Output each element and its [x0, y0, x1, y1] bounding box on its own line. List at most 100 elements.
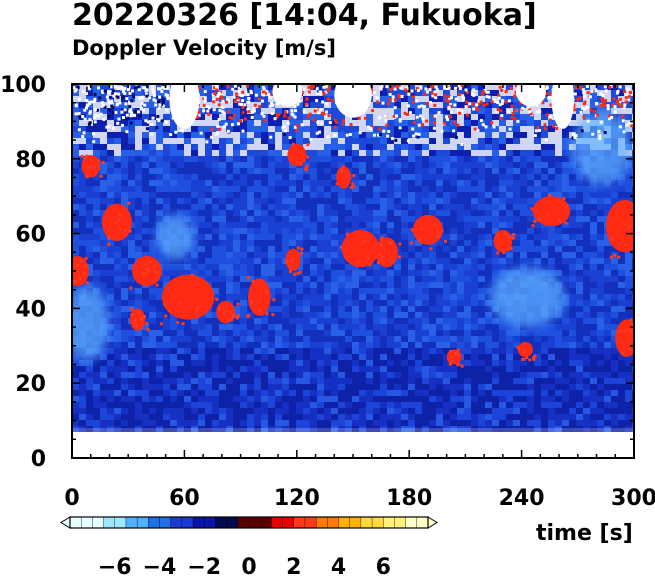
- heatmap-cell: [513, 198, 520, 204]
- heatmap-cell: [450, 234, 457, 240]
- heatmap-cell: [198, 372, 205, 378]
- heatmap-cell: [324, 162, 331, 168]
- heatmap-cell: [436, 138, 443, 144]
- heatmap-cell: [366, 300, 373, 306]
- heatmap-cell: [128, 192, 135, 198]
- heatmap-cell: [408, 276, 415, 282]
- heatmap-cell: [555, 396, 562, 402]
- heatmap-cell: [275, 300, 282, 306]
- heatmap-cell: [268, 240, 275, 246]
- heatmap-cell: [296, 312, 303, 318]
- heatmap-cell: [219, 216, 226, 222]
- heatmap-cell: [352, 378, 359, 384]
- heatmap-cell: [387, 198, 394, 204]
- heatmap-cell: [149, 306, 156, 312]
- heatmap-cell: [100, 240, 107, 246]
- heatmap-cell: [604, 372, 611, 378]
- heatmap-cell: [191, 414, 198, 420]
- heatmap-cell: [205, 396, 212, 402]
- heatmap-cell: [324, 390, 331, 396]
- heatmap-cell: [149, 360, 156, 366]
- heatmap-cell: [576, 390, 583, 396]
- heatmap-cell: [569, 372, 576, 378]
- heatmap-cell: [436, 264, 443, 270]
- heatmap-cell: [107, 192, 114, 198]
- heatmap-cell: [219, 258, 226, 264]
- heatmap-cell: [261, 108, 268, 114]
- heatmap-cell: [422, 150, 429, 156]
- heatmap-cell: [198, 120, 205, 126]
- heatmap-cell: [289, 336, 296, 342]
- heatmap-cell: [331, 162, 338, 168]
- heatmap-cell: [212, 414, 219, 420]
- heatmap-cell: [359, 204, 366, 210]
- heatmap-cell: [233, 192, 240, 198]
- heatmap-cell: [205, 168, 212, 174]
- heatmap-cell: [541, 342, 548, 348]
- heatmap-cell: [436, 348, 443, 354]
- heatmap-cell: [100, 96, 107, 102]
- heatmap-cell: [541, 252, 548, 258]
- heatmap-cell: [191, 168, 198, 174]
- heatmap-cell: [562, 300, 569, 306]
- heatmap-cell: [583, 324, 590, 330]
- heatmap-cell: [443, 204, 450, 210]
- heatmap-cell: [142, 366, 149, 372]
- heatmap-cell: [534, 156, 541, 162]
- heatmap-cell: [226, 210, 233, 216]
- heatmap-cell: [170, 192, 177, 198]
- heatmap-cell: [212, 270, 219, 276]
- noise-speck: [129, 108, 133, 112]
- heatmap-cell: [275, 324, 282, 330]
- heatmap-cell: [464, 378, 471, 384]
- heatmap-cell: [478, 108, 485, 114]
- heatmap-cell: [233, 228, 240, 234]
- heatmap-cell: [275, 144, 282, 150]
- heatmap-cell: [247, 330, 254, 336]
- heatmap-cell: [450, 132, 457, 138]
- heatmap-cell: [590, 426, 597, 432]
- heatmap-cell: [380, 342, 387, 348]
- heatmap-cell: [471, 420, 478, 426]
- heatmap-cell: [331, 342, 338, 348]
- heatmap-cell: [359, 198, 366, 204]
- heatmap-cell: [590, 360, 597, 366]
- heatmap-cell: [492, 114, 499, 120]
- heatmap-cell: [275, 378, 282, 384]
- heatmap-cell: [478, 378, 485, 384]
- heatmap-cell: [576, 204, 583, 210]
- heatmap-cell: [492, 138, 499, 144]
- heatmap-cell: [373, 174, 380, 180]
- heatmap-cell: [93, 372, 100, 378]
- heatmap-cell: [240, 384, 247, 390]
- heatmap-cell: [317, 312, 324, 318]
- heatmap-cell: [359, 414, 366, 420]
- heatmap-cell: [506, 186, 513, 192]
- heatmap-cell: [212, 120, 219, 126]
- heatmap-cell: [359, 276, 366, 282]
- heatmap-cell: [604, 324, 611, 330]
- heatmap-cell: [380, 318, 387, 324]
- heatmap-cell: [149, 312, 156, 318]
- heatmap-cell: [72, 366, 79, 372]
- heatmap-cell: [198, 198, 205, 204]
- heatmap-cell: [275, 192, 282, 198]
- heatmap-cell: [156, 336, 163, 342]
- heatmap-cell: [422, 354, 429, 360]
- heatmap-cell: [261, 126, 268, 132]
- heatmap-cell: [72, 204, 79, 210]
- heatmap-cell: [177, 210, 184, 216]
- noise-speck: [221, 99, 225, 103]
- heatmap-cell: [513, 342, 520, 348]
- heatmap-cell: [415, 396, 422, 402]
- heatmap-cell: [254, 216, 261, 222]
- heatmap-cell: [240, 234, 247, 240]
- heatmap-cell: [233, 114, 240, 120]
- heatmap-cell: [212, 312, 219, 318]
- heatmap-cell: [576, 366, 583, 372]
- heatmap-cell: [506, 402, 513, 408]
- heatmap-cell: [156, 414, 163, 420]
- heatmap-cell: [233, 372, 240, 378]
- heatmap-cell: [373, 270, 380, 276]
- heatmap-cell: [513, 264, 520, 270]
